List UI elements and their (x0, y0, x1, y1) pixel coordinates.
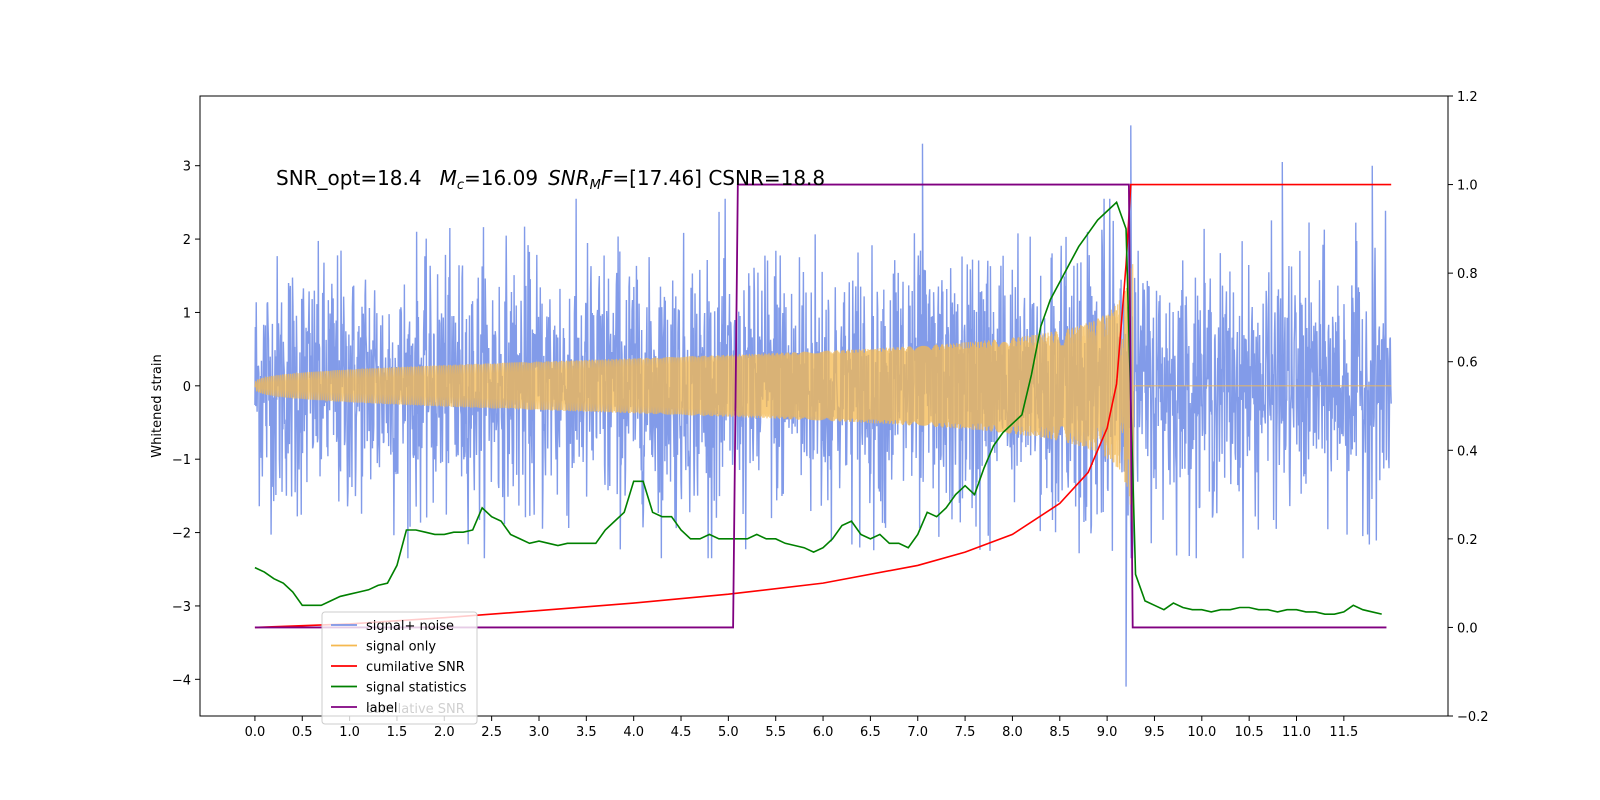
series-signal-only (254, 264, 1392, 542)
x-tick-label: 3.5 (576, 725, 597, 740)
y-left-tick-label: −2 (172, 527, 191, 542)
x-tick-label: 0.5 (292, 725, 313, 740)
title-snrmf-symbol: SNR (548, 166, 590, 190)
title-mc-value: =16.09 (464, 166, 538, 190)
legend-label: label (366, 701, 397, 716)
y-left-tick-label: 0 (183, 380, 191, 395)
y-left-tick-label: −4 (172, 673, 191, 688)
y-left-tick-label: 2 (183, 233, 191, 248)
x-tick-label: 8.5 (1049, 725, 1070, 740)
y-left-tick-label: −3 (172, 600, 191, 615)
x-tick-label: 9.5 (1144, 725, 1165, 740)
y-axis-right-ticks: 1.2 1.0 0.8 0.6 0.4 0.2 0.0 −0.2 (1448, 90, 1489, 725)
legend-label: signal statistics (366, 681, 467, 696)
x-tick-label: 4.0 (623, 725, 644, 740)
title-snr-opt: SNR_opt=18.4 (276, 166, 422, 190)
legend-label: signal only (366, 640, 436, 655)
legend-label: signal+ noise (366, 619, 454, 634)
x-tick-label: 0.0 (245, 725, 266, 740)
legend-ghost-text: cumilative SNR (366, 702, 465, 717)
title-mc-symbol: M (440, 166, 457, 190)
x-tick-label: 4.5 (671, 725, 692, 740)
x-tick-label: 1.0 (339, 725, 360, 740)
y-right-tick-label: 1.0 (1457, 179, 1478, 194)
x-tick-label: 6.5 (860, 725, 881, 740)
series-signal-statistics (254, 200, 1382, 615)
legend-box (321, 611, 478, 725)
y-axis-left-ticks: 3 2 1 0 −1 −2 −3 −4 (172, 160, 200, 688)
x-tick-label: 2.0 (434, 725, 455, 740)
series-cumulative-snr (254, 183, 1392, 629)
x-tick-label: 5.5 (765, 725, 786, 740)
legend-label: cumilative SNR (366, 660, 465, 675)
y-right-tick-label: 0.8 (1457, 267, 1478, 282)
x-tick-label: 11.0 (1282, 725, 1311, 740)
y-left-tick-label: 1 (183, 306, 191, 321)
series-label (254, 183, 1387, 629)
x-tick-label: 1.5 (387, 725, 408, 740)
y-right-tick-label: 0.0 (1457, 621, 1478, 636)
x-axis-ticks: 0.0 0.5 1.0 1.5 2.0 2.5 3.0 3.5 4.0 4.5 5.0 5.5 6.0 6… (245, 716, 1358, 740)
plot-area (254, 125, 1392, 687)
x-tick-label: 8.0 (1002, 725, 1023, 740)
x-tick-label: 5.0 (718, 725, 739, 740)
x-tick-label: 6.0 (813, 725, 834, 740)
y-axis-left-label: Whitened strain (150, 354, 165, 457)
x-tick-label: 10.5 (1235, 725, 1264, 740)
x-tick-label: 10.0 (1187, 725, 1216, 740)
title-snrmf-value: =[17.46] CSNR=18.8 (612, 166, 825, 190)
x-tick-label: 7.0 (907, 725, 928, 740)
y-right-tick-label: 0.4 (1457, 444, 1478, 459)
title-snrmf-sub: M (590, 178, 601, 193)
x-tick-label: 9.0 (1097, 725, 1118, 740)
y-right-tick-label: −0.2 (1457, 710, 1489, 725)
legend-entries: signal+ noise signal only cumilative SNR si… (331, 619, 467, 716)
legend: cumilative SNR signal+ noise signal only c… (321, 611, 478, 725)
y-right-tick-label: 0.6 (1457, 356, 1478, 371)
axes-frame (199, 95, 1449, 717)
y-left-tick-label: 3 (183, 160, 191, 175)
title-snrmf-tail: F (601, 166, 613, 190)
x-tick-label: 11.5 (1329, 725, 1358, 740)
chart-title: SNR_opt=18.4 Mc=16.09 SNRMF=[17.46] CSNR=1… (276, 166, 825, 193)
y-right-tick-label: 0.2 (1457, 533, 1478, 548)
y-left-tick-label: −1 (172, 453, 191, 468)
x-tick-label: 2.5 (481, 725, 502, 740)
x-tick-label: 3.0 (529, 725, 550, 740)
title-mc-sub: c (457, 178, 464, 193)
y-right-tick-label: 1.2 (1457, 90, 1478, 105)
x-tick-label: 7.5 (955, 725, 976, 740)
